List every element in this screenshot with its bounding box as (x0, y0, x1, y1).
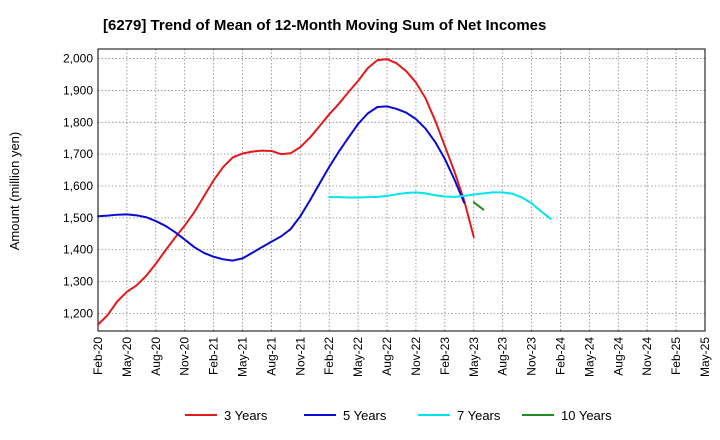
x-axis: Feb-20 May-20 Aug-20 Nov-20 Feb-21 May-21 Aug-… (91, 337, 712, 377)
legend-label: 10 Years (561, 408, 612, 423)
x-tick-label: Feb-22 (322, 337, 336, 375)
x-tick-label: Feb-23 (438, 337, 452, 375)
y-tick-label: 2,000 (63, 52, 93, 66)
y-tick-label: 1,800 (63, 115, 93, 129)
legend-item: 5 Years (304, 408, 387, 423)
x-tick-label: Nov-21 (293, 337, 307, 376)
x-tick-label: May-23 (467, 337, 481, 377)
legend-item: 10 Years (522, 408, 612, 423)
series-line-3-years (97, 58, 475, 326)
y-tick-label: 1,900 (63, 83, 93, 97)
x-tick-label: Aug-22 (380, 337, 394, 376)
x-tick-label: May-21 (236, 337, 250, 377)
x-tick-label: May-20 (120, 337, 134, 377)
x-tick-label: Nov-22 (409, 337, 423, 376)
x-tick-label: Aug-23 (496, 337, 510, 376)
y-tick-label: 1,700 (63, 147, 93, 161)
legend-label: 5 Years (343, 408, 387, 423)
x-tick-label: Nov-20 (178, 337, 192, 376)
x-tick-label: Aug-24 (611, 337, 625, 376)
x-tick-label: Nov-23 (525, 337, 539, 376)
x-tick-label: May-24 (582, 337, 596, 377)
y-tick-label: 1,200 (63, 306, 93, 320)
x-tick-label: Aug-20 (149, 337, 163, 376)
x-tick-label: Nov-24 (640, 337, 654, 376)
x-tick-label: Aug-21 (264, 337, 278, 376)
y-axis-label: Amount (million yen) (7, 132, 22, 251)
legend-label: 7 Years (457, 408, 501, 423)
series-line-10-years (472, 201, 485, 211)
x-tick-label: May-22 (351, 337, 365, 377)
series-line-7-years (328, 191, 552, 220)
legend-item: 3 Years (185, 408, 268, 423)
x-tick-label: May-25 (698, 337, 712, 377)
chart-title: [6279] Trend of Mean of 12-Month Moving … (103, 17, 546, 34)
legend-item: 7 Years (418, 408, 501, 423)
x-tick-label: Feb-20 (91, 337, 105, 375)
series-lines (97, 58, 552, 326)
series-line-5-years (97, 105, 466, 262)
grid (97, 49, 706, 331)
y-axis: 1,200 1,300 1,400 1,500 1,600 1,700 1,800 1,900… (63, 52, 93, 321)
x-tick-label: Feb-21 (207, 337, 221, 375)
plot-frame (97, 48, 706, 332)
y-tick-label: 1,600 (63, 179, 93, 193)
y-tick-label: 1,500 (63, 211, 93, 225)
y-tick-label: 1,400 (63, 243, 93, 257)
x-tick-label: Feb-25 (669, 337, 683, 375)
y-tick-label: 1,300 (63, 275, 93, 289)
legend-label: 3 Years (224, 408, 268, 423)
legend: 3 Years 5 Years 7 Years 10 Years (185, 408, 612, 423)
x-tick-label: Feb-24 (553, 337, 567, 375)
